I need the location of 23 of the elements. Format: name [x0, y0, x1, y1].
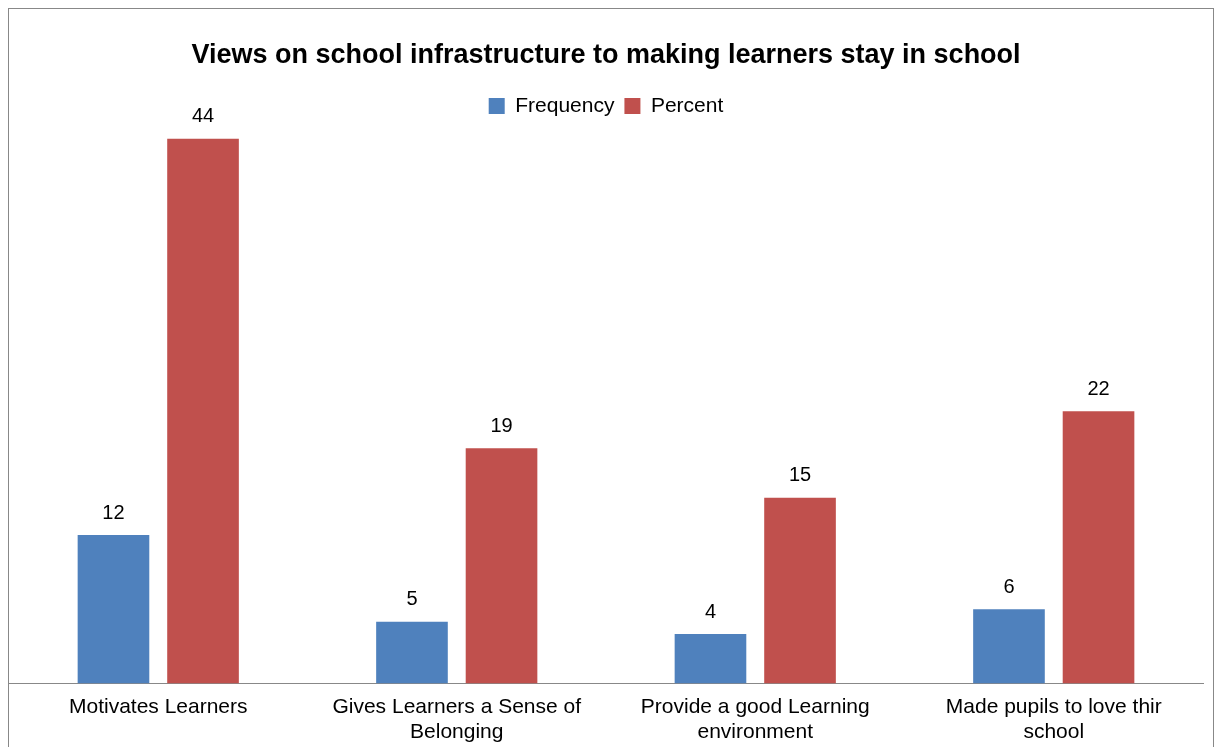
- x-tick-label: Provide a good Learning environment: [640, 694, 870, 743]
- legend-label: Frequency: [515, 92, 615, 116]
- data-label: 44: [191, 104, 215, 127]
- bar: [167, 138, 239, 684]
- x-tick-label: Motivates Learners: [68, 694, 248, 717]
- bar: [376, 621, 448, 684]
- bar: [1062, 411, 1135, 684]
- bar: [465, 448, 538, 684]
- data-label: 19: [490, 413, 513, 436]
- data-label: 12: [102, 500, 125, 523]
- chart-title: Views on school infrastructure to making learners stay in school: [191, 38, 1021, 69]
- legend-label: Percent: [650, 92, 724, 116]
- data-label: 6: [1003, 574, 1015, 597]
- bar: [77, 535, 150, 684]
- bar: [764, 497, 836, 684]
- x-tick-label: Gives Learners a Sense of Belonging: [332, 694, 582, 743]
- data-label: 5: [406, 587, 418, 610]
- x-tick-label: Made pupils to love thir school: [945, 694, 1162, 743]
- data-label: 15: [788, 463, 812, 486]
- bar: [674, 634, 747, 684]
- data-label: 22: [1087, 376, 1110, 399]
- bar: [973, 609, 1045, 684]
- data-label: 4: [704, 599, 717, 622]
